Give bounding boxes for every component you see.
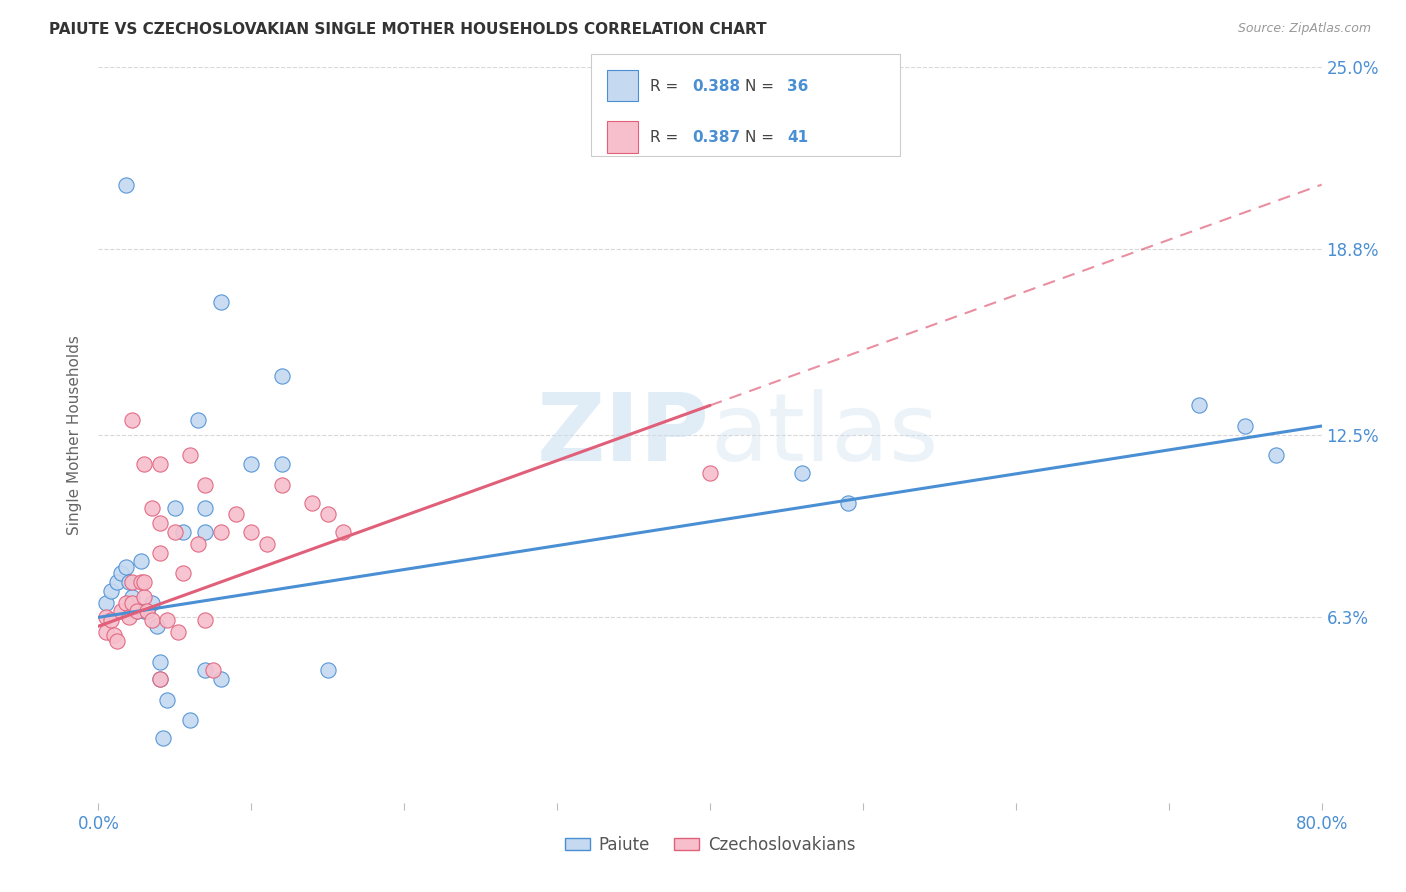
Point [145, 619, 167, 633]
Point [115, 178, 138, 192]
Point [172, 566, 194, 581]
Point [141, 501, 163, 516]
Point [136, 605, 159, 619]
Point [187, 413, 209, 427]
Point [110, 605, 132, 619]
Point [103, 628, 125, 642]
Point [790, 466, 813, 480]
Point [134, 457, 156, 471]
Point [134, 575, 156, 590]
Point [194, 613, 217, 627]
Point [209, 672, 232, 686]
Text: N =: N = [745, 78, 779, 94]
Text: R =: R = [650, 78, 683, 94]
Point [149, 545, 172, 560]
Point [225, 508, 247, 522]
Point [152, 731, 174, 745]
Point [837, 495, 859, 509]
Point [118, 575, 141, 590]
Point [100, 613, 122, 627]
Point [270, 369, 292, 384]
Point [194, 664, 217, 678]
Text: PAIUTE VS CZECHOSLOVAKIAN SINGLE MOTHER HOUSEHOLDS CORRELATION CHART: PAIUTE VS CZECHOSLOVAKIAN SINGLE MOTHER … [49, 22, 766, 37]
Point [149, 655, 172, 669]
Point [1188, 398, 1211, 412]
Text: N =: N = [745, 130, 779, 145]
Point [118, 610, 141, 624]
Text: R =: R = [650, 130, 683, 145]
Point [136, 605, 159, 619]
Point [332, 524, 354, 539]
Point [94, 610, 117, 624]
Text: 36: 36 [787, 78, 808, 94]
Point [172, 524, 194, 539]
Point [141, 613, 163, 627]
Point [240, 457, 263, 471]
Point [121, 575, 143, 590]
Point [1264, 449, 1286, 463]
Point [194, 478, 217, 492]
Point [316, 508, 339, 522]
Point [115, 596, 138, 610]
Point [105, 633, 128, 648]
Point [240, 524, 263, 539]
Point [209, 295, 232, 310]
Point [125, 605, 148, 619]
Point [134, 590, 156, 604]
Text: atlas: atlas [710, 389, 938, 481]
Point [129, 554, 152, 568]
Point [163, 524, 186, 539]
Point [100, 583, 122, 598]
Point [121, 413, 143, 427]
Text: 0.387: 0.387 [692, 130, 740, 145]
Point [179, 714, 201, 728]
Point [121, 590, 143, 604]
Point [105, 575, 128, 590]
Point [1234, 419, 1257, 434]
Point [194, 501, 217, 516]
Point [256, 537, 278, 551]
Point [167, 625, 190, 640]
Point [301, 495, 323, 509]
Point [129, 575, 152, 590]
Text: 0.388: 0.388 [692, 78, 740, 94]
Text: Source: ZipAtlas.com: Source: ZipAtlas.com [1237, 22, 1371, 36]
Point [125, 605, 148, 619]
Point [121, 596, 143, 610]
Point [94, 596, 117, 610]
Point [115, 560, 138, 574]
Point [149, 516, 172, 530]
Point [110, 566, 132, 581]
Y-axis label: Single Mother Households: Single Mother Households [67, 334, 83, 535]
Point [699, 466, 721, 480]
Point [163, 501, 186, 516]
Point [202, 664, 225, 678]
Point [187, 537, 209, 551]
Point [156, 613, 179, 627]
Point [156, 692, 179, 706]
Text: ZIP: ZIP [537, 389, 710, 481]
Point [316, 664, 339, 678]
Point [141, 596, 163, 610]
Point [149, 672, 172, 686]
Text: 41: 41 [787, 130, 808, 145]
Point [134, 605, 156, 619]
Point [270, 457, 292, 471]
Point [149, 457, 172, 471]
Point [149, 672, 172, 686]
Point [209, 524, 232, 539]
Point [179, 449, 201, 463]
Point [270, 478, 292, 492]
Point [94, 625, 117, 640]
Legend: Paiute, Czechoslovakians: Paiute, Czechoslovakians [558, 830, 862, 861]
Point [194, 524, 217, 539]
